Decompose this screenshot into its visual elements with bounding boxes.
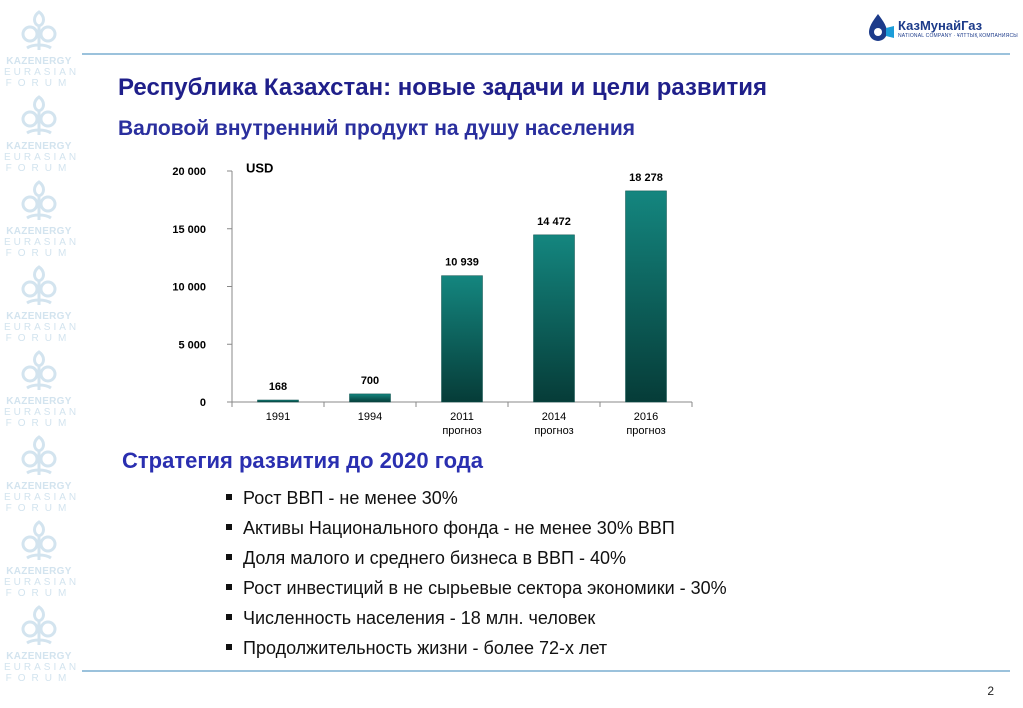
y-unit-label: USD xyxy=(246,161,273,176)
brand-text-line1: KAZENERGY xyxy=(6,651,72,662)
bar xyxy=(441,275,483,403)
data-label: 700 xyxy=(361,375,379,387)
bullet-square-icon xyxy=(226,554,232,560)
brand-text-line1: KAZENERGY xyxy=(6,481,72,492)
brand-text-line2: EURASIAN xyxy=(4,67,80,78)
brand-text-line3: FORUM xyxy=(5,248,73,259)
logo-subtitle: NATIONAL COMPANY · ҰЛТТЫҚ КОМПАНИЯСЫ xyxy=(898,33,1018,39)
brand-text-line3: FORUM xyxy=(5,163,73,174)
brand-text-line1: KAZENERGY xyxy=(6,226,72,237)
x-tick-label: 1991 xyxy=(266,411,290,423)
side-brand-band: KAZENERGY EURASIAN FORUM KAZENERGY EURASIAN F… xyxy=(0,0,78,708)
x-tick-label: 2011 xyxy=(450,411,474,423)
kazenergy-emblem: KAZENERGY EURASIAN FORUM xyxy=(4,433,80,521)
brand-text-line2: EURASIAN xyxy=(4,152,80,163)
strategy-title: Стратегия развития до 2020 года xyxy=(122,448,483,473)
kazenergy-emblem: KAZENERGY EURASIAN FORUM xyxy=(4,518,80,606)
ornament-icon xyxy=(21,10,57,50)
x-tick-label: прогноз xyxy=(626,425,665,437)
x-tick-label: 1994 xyxy=(358,411,382,423)
ornament-icon xyxy=(21,605,57,645)
kazenergy-emblem: KAZENERGY EURASIAN FORUM xyxy=(4,93,80,181)
list-item: Продолжительность жизни - более 72-х лет xyxy=(226,636,727,666)
ornament-icon xyxy=(21,520,57,560)
brand-text-line1: KAZENERGY xyxy=(6,56,72,67)
y-tick-label: 10 000 xyxy=(172,282,206,294)
x-tick-label: прогноз xyxy=(442,425,481,437)
y-tick-label: 20 000 xyxy=(172,166,206,178)
strategy-bullet-list: Рост ВВП - не менее 30% Активы Националь… xyxy=(226,486,727,666)
brand-text-line2: EURASIAN xyxy=(4,492,80,503)
list-item: Доля малого и среднего бизнеса в ВВП - 4… xyxy=(226,546,727,576)
bar xyxy=(533,234,575,403)
brand-text-line3: FORUM xyxy=(5,588,73,599)
kazenergy-emblem: KAZENERGY EURASIAN FORUM xyxy=(4,8,80,96)
brand-text-line2: EURASIAN xyxy=(4,322,80,333)
brand-text-line1: KAZENERGY xyxy=(6,141,72,152)
brand-text-line2: EURASIAN xyxy=(4,407,80,418)
brand-text-line1: KAZENERGY xyxy=(6,396,72,407)
page-title: Республика Казахстан: новые задачи и цел… xyxy=(118,74,767,101)
ornament-icon xyxy=(21,95,57,135)
ornament-icon xyxy=(21,180,57,220)
bar xyxy=(257,399,299,403)
x-tick-label: 2016 xyxy=(634,411,658,423)
logo-drop-icon xyxy=(869,14,894,41)
bullet-square-icon xyxy=(226,494,232,500)
data-label: 18 278 xyxy=(629,172,663,184)
bullet-square-icon xyxy=(226,584,232,590)
y-tick-label: 15 000 xyxy=(172,224,206,236)
ornament-icon xyxy=(21,435,57,475)
brand-text-line1: KAZENERGY xyxy=(6,566,72,577)
brand-text-line3: FORUM xyxy=(5,333,73,344)
brand-text-line2: EURASIAN xyxy=(4,237,80,248)
y-tick-label: 0 xyxy=(200,397,206,409)
bar xyxy=(349,393,391,403)
page-number: 2 xyxy=(987,684,994,698)
brand-text-line2: EURASIAN xyxy=(4,577,80,588)
list-item: Численность населения - 18 млн. человек xyxy=(226,606,727,636)
kazenergy-emblem: KAZENERGY EURASIAN FORUM xyxy=(4,263,80,351)
kazenergy-emblem: KAZENERGY EURASIAN FORUM xyxy=(4,348,80,436)
bar xyxy=(625,190,667,403)
data-label: 10 939 xyxy=(445,257,479,269)
brand-text-line3: FORUM xyxy=(5,503,73,514)
brand-text-line1: KAZENERGY xyxy=(6,311,72,322)
brand-text-line3: FORUM xyxy=(5,673,73,684)
logo-name: КазМунайГаз xyxy=(898,18,983,33)
list-item: Активы Национального фонда - не менее 30… xyxy=(226,516,727,546)
brand-text-line2: EURASIAN xyxy=(4,662,80,673)
bullet-square-icon xyxy=(226,644,232,650)
gdp-bar-chart: USD 0 5 000 10 000 15 000 20 000 168 1991 700 1… xyxy=(172,161,693,437)
ornament-icon xyxy=(21,265,57,305)
brand-text-line3: FORUM xyxy=(5,418,73,429)
kazenergy-emblem: KAZENERGY EURASIAN FORUM xyxy=(4,178,80,266)
kazmunaygaz-logo: КазМунайГаз NATIONAL COMPANY · ҰЛТТЫҚ КО… xyxy=(866,12,1018,44)
bottom-divider xyxy=(82,670,1010,672)
list-item: Рост ВВП - не менее 30% xyxy=(226,486,727,516)
data-label: 168 xyxy=(269,381,287,393)
top-divider xyxy=(82,53,1010,55)
page-subtitle: Валовой внутренний продукт на душу насел… xyxy=(118,117,636,140)
bullet-square-icon xyxy=(226,614,232,620)
x-tick-label: 2014 xyxy=(542,411,566,423)
bullet-square-icon xyxy=(226,524,232,530)
kazenergy-emblem: KAZENERGY EURASIAN FORUM xyxy=(4,603,80,691)
list-item: Рост инвестиций в не сырьевые сектора эк… xyxy=(226,576,727,606)
brand-text-line3: FORUM xyxy=(5,78,73,89)
ornament-icon xyxy=(21,350,57,390)
y-tick-label: 5 000 xyxy=(178,339,206,351)
x-tick-label: прогноз xyxy=(534,425,573,437)
data-label: 14 472 xyxy=(537,216,571,228)
